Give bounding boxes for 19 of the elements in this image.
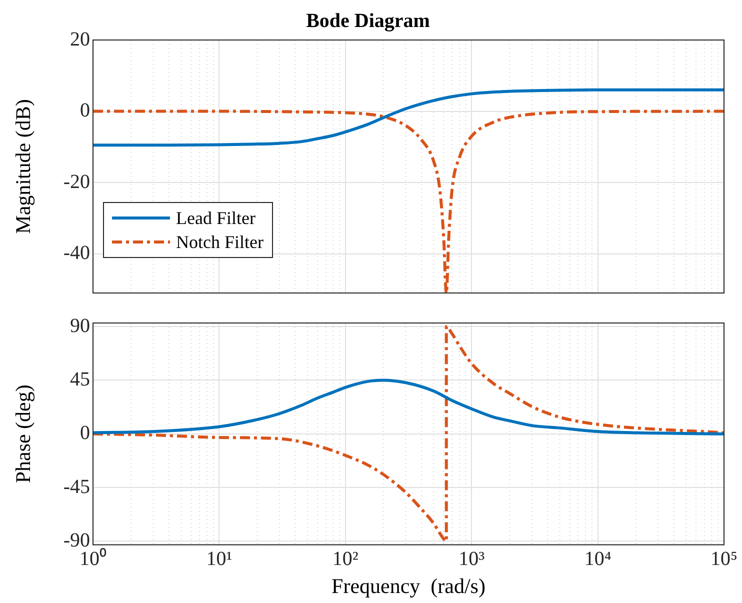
y-tick-label: -20 (63, 170, 90, 193)
y-tick-label: -45 (63, 476, 90, 498)
legend-label: Notch Filter (176, 231, 264, 254)
chart-title: Bode Diagram (306, 10, 430, 32)
legend-label: Lead Filter (176, 207, 256, 230)
x-tick-label: 10² (332, 548, 358, 570)
y-axis-title: Magnitude (dB) (11, 99, 36, 234)
x-axis-title: Frequency (rad/s) (332, 574, 486, 598)
y-tick-label: 0 (80, 422, 90, 444)
y-tick-label: 90 (70, 314, 90, 337)
x-tick-label: 10¹ (206, 548, 232, 570)
y-axis-title: Phase (deg) (11, 384, 36, 484)
y-tick-label: -40 (63, 242, 90, 264)
y-tick-label: 20 (70, 28, 90, 50)
x-tick-label: 10⁵ (710, 548, 738, 570)
y-tick-label: 0 (80, 100, 90, 122)
x-tick-label: 10³ (458, 548, 485, 570)
x-tick-label: 10⁴ (584, 548, 612, 570)
y-tick-label: 45 (70, 368, 90, 390)
